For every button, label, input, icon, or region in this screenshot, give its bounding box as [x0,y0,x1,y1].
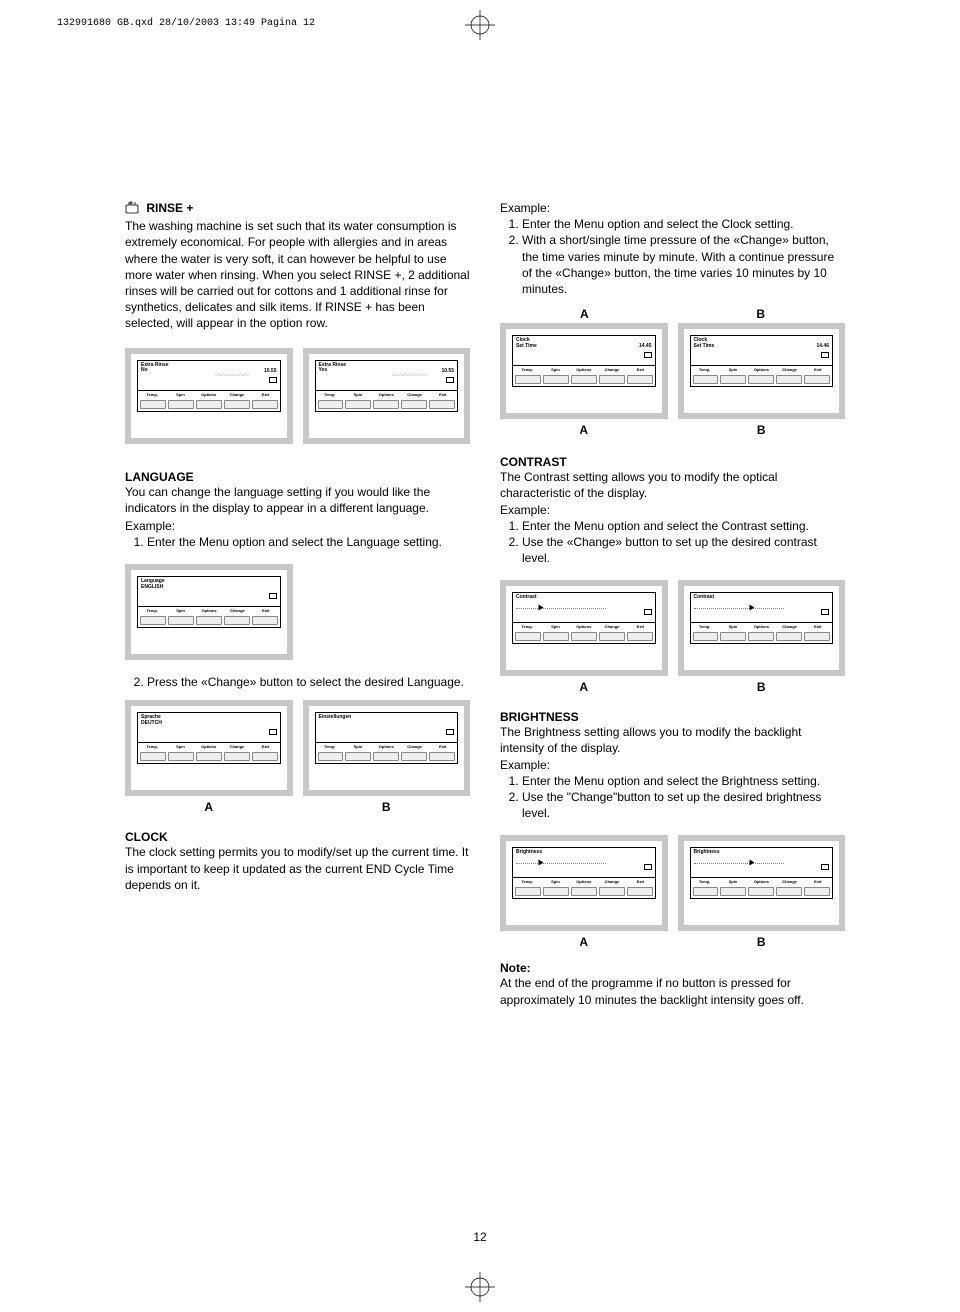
clock-heading: CLOCK [125,830,470,844]
label-a: A [500,680,668,694]
display-brightness-b: Brightness Temp.SpinOptionsChangeExit B [678,835,846,949]
language-body: You can change the language setting if y… [125,484,470,516]
example-label: Example: [500,200,845,216]
label-a: A [500,423,668,437]
label-b: B [678,680,846,694]
example-label: Example: [125,518,470,534]
label-a: A [125,800,293,814]
door-icon [269,377,277,383]
door-icon [821,352,829,358]
contrast-slider [516,606,606,611]
door-icon [821,609,829,615]
display-contrast-b: Contrast Temp.SpinOptionsChangeExit B [678,580,846,694]
display-brightness-a: Brightness Temp.SpinOptionsChangeExit A [500,835,668,949]
brightness-body: The Brightness setting allows you to mod… [500,724,845,756]
rinse-heading: RINSE + [146,201,193,215]
right-column: Example: Enter the Menu option and selec… [500,200,845,1008]
language-step2: Press the «Change» button to select the … [147,674,470,690]
display-clock-b: ClockSet Time14.46 Temp.SpinOptionsChang… [678,323,846,437]
clock-body: The clock setting permits you to modify/… [125,844,470,893]
display-rinse-no: Extra RinseNo10.55◡◡◡◡◡◡◡◡ Temp.SpinOpti… [125,348,293,444]
brightness-slider [516,861,606,866]
door-icon [644,609,652,615]
crop-target-icon [465,10,495,40]
display-rinse-yes: Extra RinseYes10.55◡◡◡◡◡◡◡◡ Temp.SpinOpt… [303,348,471,444]
label-b: B [303,800,471,814]
language-heading: LANGUAGE [125,470,470,484]
display-language-english: LanguageENGLISH Temp.SpinOptionsChangeEx… [125,564,293,660]
door-icon [446,729,454,735]
door-icon [644,864,652,870]
brightness-step2: Use the "Change"button to set up the des… [522,789,845,821]
brightness-heading: BRIGHTNESS [500,710,845,724]
door-icon [821,864,829,870]
label-a: A [500,935,668,949]
rinse-plus-icon [125,200,139,218]
manual-page: RINSE + The washing machine is set such … [125,200,845,1008]
example-label: Example: [500,757,845,773]
label-a-top: A [580,307,589,321]
clock-step1: Enter the Menu option and select the Clo… [522,216,845,232]
lcd-option-icons: ◡◡◡◡◡◡◡◡ [392,371,427,377]
language-step1: Enter the Menu option and select the Lan… [147,534,470,550]
display-einstellungen: Einstellungen Temp.SpinOptionsChangeExit… [303,700,471,814]
contrast-heading: CONTRAST [500,455,845,469]
contrast-step1: Enter the Menu option and select the Con… [522,518,845,534]
door-icon [269,593,277,599]
door-icon [446,377,454,383]
brightness-step1: Enter the Menu option and select the Bri… [522,773,845,789]
lcd-option-icons: ◡◡◡◡◡◡◡◡ [215,371,250,377]
display-language-deutsch: SpracheDEUTCH Temp.SpinOptionsChangeExit… [125,700,293,814]
left-column: RINSE + The washing machine is set such … [125,200,470,1008]
page-number: 12 [473,1230,486,1244]
label-b-top: B [756,307,765,321]
label-b: B [678,935,846,949]
example-label: Example: [500,502,845,518]
display-clock-a: ClockSet Time14.45 Temp.SpinOptionsChang… [500,323,668,437]
clock-step2: With a short/single time pressure of the… [522,232,845,297]
crop-target-icon [465,1272,495,1302]
note-body: At the end of the programme if no button… [500,975,845,1007]
header-metadata: 132991680 GB.qxd 28/10/2003 13:49 Pagina… [57,18,315,29]
rinse-body: The washing machine is set such that its… [125,219,470,330]
brightness-slider [694,861,784,866]
note-heading: Note: [500,961,845,975]
label-b: B [678,423,846,437]
contrast-step2: Use the «Change» button to set up the de… [522,534,845,566]
door-icon [269,729,277,735]
contrast-slider [694,606,784,611]
display-contrast-a: Contrast Temp.SpinOptionsChangeExit A [500,580,668,694]
contrast-body: The Contrast setting allows you to modif… [500,469,845,501]
door-icon [644,352,652,358]
